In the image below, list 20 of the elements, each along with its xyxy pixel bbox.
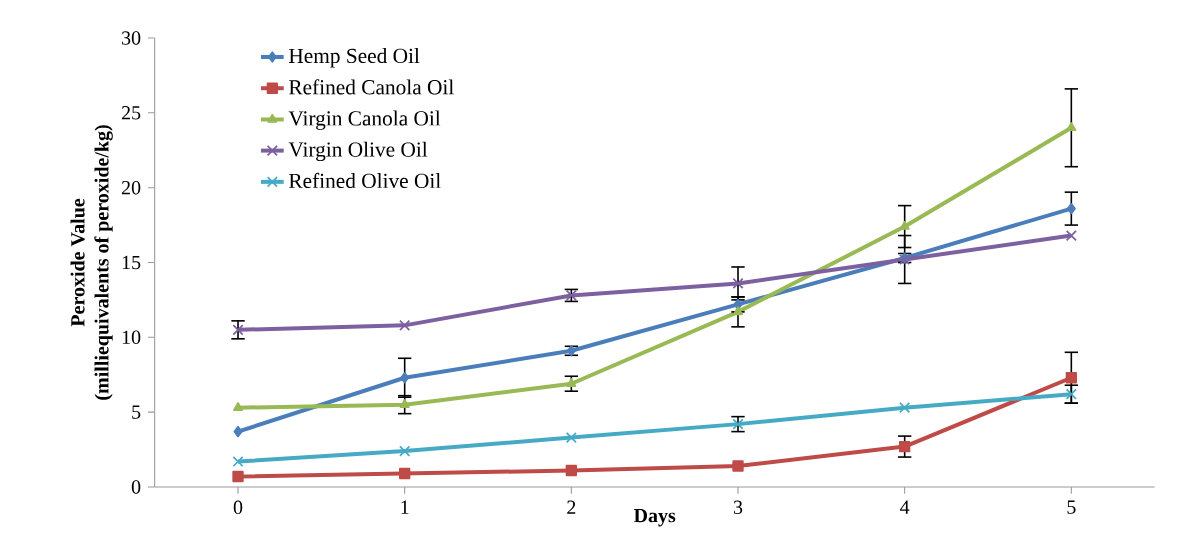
legend-label: Refined Olive Oil [288,172,441,189]
x-tick-label: 1 [401,500,409,514]
x-tick-label: 0 [233,500,243,515]
y-tick-label: 30 [122,31,141,45]
legend-label: Virgin Canola Oil [288,110,441,130]
y-tick-label: 15 [122,255,141,270]
y-tick-label: 20 [121,180,141,195]
x-tick-label: 5 [1067,500,1076,514]
y-tick-label: 5 [132,405,141,419]
y-tick-label: 0 [131,480,141,494]
x-tick-label: 4 [900,500,910,514]
x-axis-title: Days [633,509,676,527]
x-tick-label: 3 [733,500,743,515]
x-tick-label: 2 [567,500,576,514]
y-tick-label: 25 [121,106,141,120]
legend-label: Refined Canola Oil [288,79,454,95]
legend-label: Hemp Seed Oil [288,48,420,68]
legend-label: Virgin Olive Oil [288,141,428,162]
y-axis-title: Peroxide Value (milliequivalents of peroxide/kg) [70,125,113,400]
y-tick-label: 10 [122,330,141,345]
